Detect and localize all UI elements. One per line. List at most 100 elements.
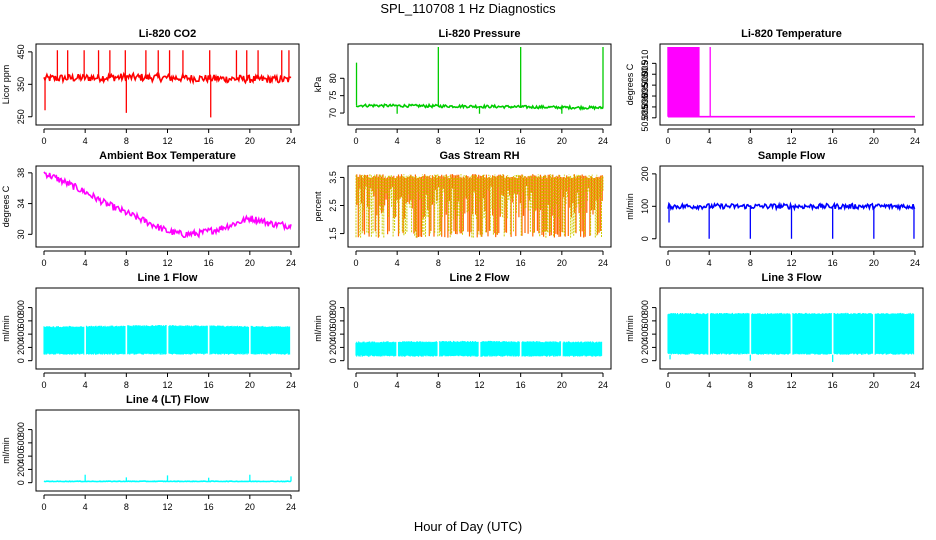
series-band-alt [355,174,604,238]
x-tick-label: 20 [245,136,255,146]
data-layer [355,47,604,114]
y-axis-label: Licor ppm [1,65,11,105]
panel-title: Li-820 Temperature [741,28,842,40]
y-axis-label: degrees C [1,185,11,227]
y-axis-label: kPa [313,77,323,93]
y-tick-label: 450 [16,44,26,59]
x-tick-label: 16 [204,136,214,146]
y-tick-label: 400 [328,327,338,342]
y-tick-label: 30 [16,229,26,239]
data-layer [667,201,916,239]
y-tick-label: 800 [16,422,26,437]
y-tick-label: 50.905 [640,60,650,88]
x-axis: 0 4 8 12 16 20 24 [353,250,608,268]
plot-frame [347,287,612,370]
data-layer [43,325,291,355]
y-tick-label: 600 [640,313,650,328]
y-axis: 1.5 2.5 3.5 [328,171,345,240]
x-tick-label: 16 [516,258,526,268]
panel-title: Gas Stream RH [439,150,519,162]
x-tick-label: 24 [286,136,296,146]
panel-title: Sample Flow [758,150,826,162]
y-axis-label: degrees C [625,63,635,105]
x-tick-label: 24 [598,136,608,146]
panel-line1: Line 1 Flow ml/min 0 4 8 12 16 20 24 0 20040060080… [1,272,300,390]
y-axis-label: ml/min [313,315,323,342]
y-tick-label: 800 [16,300,26,315]
y-axis: 30 34 38 [16,168,33,239]
series-line [43,71,292,86]
x-tick-label: 8 [748,380,753,390]
data-layer [43,171,292,239]
x-tick-label: 0 [41,136,46,146]
x-axis: 0 4 8 12 16 20 24 [41,250,296,268]
plot-frame [347,165,612,248]
x-tick-label: 0 [41,502,46,512]
panel-title: Line 4 (LT) Flow [126,394,209,406]
plot-frame [347,43,612,126]
y-tick-label: 200 [16,462,26,477]
x-tick-label: 12 [474,136,484,146]
x-tick-label: 24 [598,380,608,390]
x-tick-label: 8 [124,502,129,512]
x-axis: 0 4 8 12 16 20 24 [665,372,920,390]
x-tick-label: 24 [910,380,920,390]
x-tick-label: 0 [353,258,358,268]
y-tick-label: 2.5 [328,199,338,212]
y-tick-label: 200 [328,340,338,355]
x-tick-label: 24 [910,136,920,146]
panel-title: Ambient Box Temperature [99,150,236,162]
data-layer [355,340,603,357]
y-tick-label: 0 [640,236,650,241]
x-tick-label: 4 [395,258,400,268]
x-tick-label: 20 [869,136,879,146]
y-tick-label: 50.900 [640,71,650,99]
y-tick-label: 70 [328,108,338,118]
x-tick-label: 0 [41,258,46,268]
x-tick-label: 0 [41,380,46,390]
x-tick-label: 12 [162,258,172,268]
y-axis: 0 100 200 [640,166,657,241]
y-tick-label: 200 [640,166,650,181]
plot-frame [659,287,924,370]
y-tick-label: 0 [328,358,338,363]
data-layer [43,474,292,483]
panel-co2: Li-820 CO2 Licor ppm 0 4 8 12 16 20 24 250 350 450 [1,28,300,146]
y-tick-label: 600 [16,313,26,328]
panel-rh: Gas Stream RH percent 0 4 8 12 16 20 24 1.5 2.5 3.5 [313,150,612,268]
x-axis: 0 4 8 12 16 20 24 [353,372,608,390]
x-tick-label: 4 [707,380,712,390]
y-axis-label: ml/min [1,437,11,464]
y-axis-label: ml/min [1,315,11,342]
panel-title: Li-820 Pressure [439,28,521,40]
x-tick-label: 12 [786,258,796,268]
y-tick-label: 50.910 [640,50,650,78]
x-tick-label: 16 [828,258,838,268]
x-tick-label: 16 [204,258,214,268]
y-tick-label: 50.895 [640,82,650,110]
x-tick-label: 4 [395,380,400,390]
x-tick-label: 12 [786,380,796,390]
panel-title: Line 2 Flow [450,272,510,284]
series-band [667,312,915,355]
x-tick-label: 20 [245,258,255,268]
x-tick-label: 20 [869,258,879,268]
x-tick-label: 4 [83,136,88,146]
x-tick-label: 24 [286,380,296,390]
x-tick-label: 8 [436,380,441,390]
x-tick-label: 12 [162,380,172,390]
x-tick-label: 4 [707,258,712,268]
y-tick-label: 800 [640,300,650,315]
x-axis: 0 4 8 12 16 20 24 [41,128,296,146]
data-layer [355,174,604,238]
x-axis: 0 4 8 12 16 20 24 [41,494,296,512]
x-tick-label: 8 [748,258,753,268]
x-tick-label: 16 [516,380,526,390]
panel-ambient: Ambient Box Temperature degrees C 0 4 8 12 16 2… [1,150,300,268]
y-tick-label: 200 [640,340,650,355]
x-tick-label: 24 [286,502,296,512]
panel-line3: Line 3 Flow ml/min 0 4 8 12 16 20 24 0 20040060080… [625,272,924,390]
